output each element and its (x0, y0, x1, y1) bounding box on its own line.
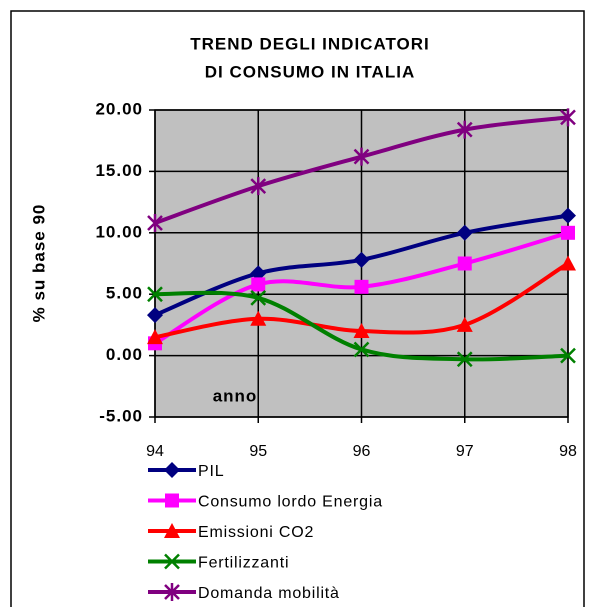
y-tick-label: 15.00 (95, 161, 143, 180)
legend-label: PIL (198, 463, 224, 480)
marker (164, 523, 180, 538)
marker (147, 307, 163, 324)
y-tick-label: 0.00 (106, 345, 143, 364)
x-tick-label: 96 (353, 443, 371, 460)
y-tick-label: 5.00 (106, 284, 143, 303)
marker (251, 277, 266, 292)
y-tick-label: -5.00 (99, 406, 143, 425)
marker (456, 224, 473, 241)
marker (560, 255, 576, 271)
marker (353, 147, 370, 166)
marker (456, 351, 473, 368)
x-tick-label: 97 (456, 443, 474, 460)
legend-label: Domanda mobilità (198, 585, 340, 602)
marker (456, 316, 473, 332)
chart-title: TREND DEGLI INDICATORI (190, 34, 430, 53)
chart-title: DI CONSUMO IN ITALIA (205, 62, 415, 81)
marker (457, 256, 472, 271)
series (148, 225, 575, 351)
marker (164, 553, 180, 570)
marker (250, 265, 267, 282)
x-tick-label: 95 (249, 443, 267, 460)
series (147, 108, 576, 232)
y-tick-label: 10.00 (95, 222, 143, 241)
marker (250, 290, 267, 306)
marker (353, 251, 370, 268)
marker (250, 310, 267, 326)
marker (164, 583, 180, 601)
marker (147, 213, 163, 232)
marker (561, 225, 575, 240)
y-axis-label: % su base 90 (29, 204, 48, 323)
marker (560, 347, 576, 364)
x-tick-label: 98 (559, 443, 577, 460)
x-axis-label: anno (213, 386, 258, 405)
series (147, 286, 576, 368)
marker (353, 341, 370, 358)
marker (147, 286, 163, 303)
marker (164, 462, 180, 478)
legend-label: Emissioni CO2 (198, 524, 314, 541)
marker (250, 177, 267, 196)
y-tick-label: 20.00 (95, 99, 143, 118)
marker (353, 323, 370, 339)
marker (147, 329, 163, 345)
series (147, 255, 576, 345)
x-tick-label: 94 (146, 443, 164, 460)
legend-label: Fertilizzanti (198, 555, 289, 572)
marker (560, 207, 576, 224)
marker (354, 279, 369, 294)
marker (165, 493, 179, 508)
series (147, 207, 576, 324)
marker (560, 108, 576, 127)
legend-label: Consumo lordo Energia (198, 494, 383, 511)
marker (456, 120, 473, 139)
